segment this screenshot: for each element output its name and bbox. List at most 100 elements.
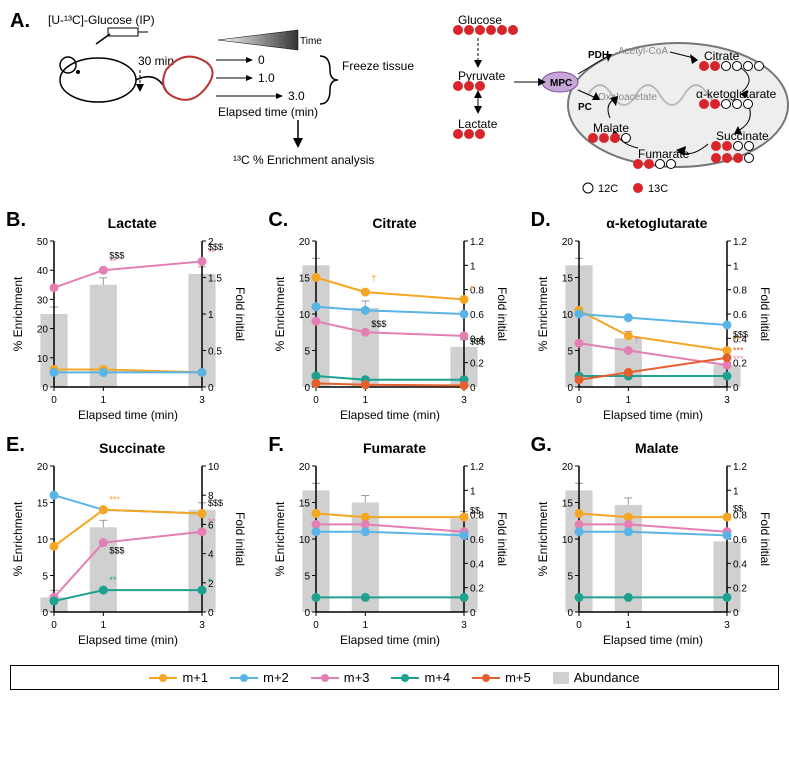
svg-text:$$$: $$$ [372,319,387,329]
svg-text:% Enrichment: % Enrichment [273,501,287,576]
svg-text:Elapsed time (min): Elapsed time (min) [218,105,318,119]
svg-text:0: 0 [470,383,476,394]
svg-text:15: 15 [37,499,49,510]
svg-text:1: 1 [625,620,631,631]
svg-text:20: 20 [562,462,574,473]
svg-text:1.2: 1.2 [733,462,747,473]
svg-text:α-ketoglutarate: α-ketoglutarate [696,87,777,101]
legend-item-m1: m+1 [149,670,208,685]
legend-item-m2: m+2 [230,670,289,685]
svg-text:3: 3 [462,395,468,406]
svg-text:20: 20 [299,462,311,473]
svg-text:% Enrichment: % Enrichment [536,501,550,576]
panel-letter: F. [268,434,284,457]
svg-text:1.2: 1.2 [470,462,484,473]
panel-a-schematic: [U-¹³C]-Glucose (IP) 30 min [48,10,418,185]
svg-text:10: 10 [37,354,49,365]
svg-text:$$$: $$$ [109,251,124,261]
svg-text:5: 5 [305,347,311,358]
svg-text:5: 5 [567,572,573,583]
svg-text:Elapsed time (min): Elapsed time (min) [340,408,440,422]
svg-text:$$$: $$$ [733,329,748,339]
legend-item-m4: m+4 [391,670,450,685]
svg-text:Glucose: Glucose [458,13,502,27]
svg-text:1: 1 [101,395,107,406]
chart-grid: B.Lactate0102030405000.511.52013****$$$$… [10,215,779,653]
svg-text:15: 15 [299,274,311,285]
svg-text:0.6: 0.6 [470,310,484,321]
svg-text:3: 3 [724,620,730,631]
syringe-icon [96,28,148,44]
svg-text:3: 3 [199,395,205,406]
svg-text:0.2: 0.2 [733,584,747,595]
svg-text:0: 0 [576,620,582,631]
svg-text:Lactate: Lactate [458,117,498,131]
svg-text:15: 15 [562,499,574,510]
svg-text:$$$: $$$ [208,242,223,252]
svg-text:20: 20 [562,237,574,248]
svg-text:0.2: 0.2 [470,359,484,370]
svg-text:3: 3 [199,620,205,631]
svg-text:0: 0 [567,608,573,619]
legend: m+1 m+2 m+3 m+4 m+5 Abundance [10,665,779,690]
svg-text:13C: 13C [648,183,668,195]
svg-text:¹³C % Enrichment analysis: ¹³C % Enrichment analysis [233,153,374,167]
svg-text:20: 20 [37,462,49,473]
svg-text:$$$: $$$ [470,337,485,347]
svg-text:Oxaloacetate: Oxaloacetate [598,92,657,103]
svg-text:Acetyl-CoA: Acetyl-CoA [618,46,668,57]
svg-text:5: 5 [567,347,573,358]
svg-text:Fold initial: Fold initial [758,287,771,341]
svg-text:Citrate: Citrate [704,49,740,63]
svg-text:50: 50 [37,237,49,248]
svg-text:0: 0 [51,395,57,406]
svg-text:% Enrichment: % Enrichment [536,276,550,351]
chart-title: Succinate [10,440,254,456]
svg-text:*: * [470,284,474,294]
svg-text:Freeze tissue: Freeze tissue [342,59,414,73]
chart-title: Citrate [272,215,516,231]
svg-text:0: 0 [51,620,57,631]
svg-text:1: 1 [625,395,631,406]
svg-text:0.6: 0.6 [470,535,484,546]
chart-title: Malate [535,440,779,456]
svg-text:†: † [634,335,639,345]
svg-text:0: 0 [314,620,320,631]
svg-text:0: 0 [208,608,214,619]
svg-text:20: 20 [37,325,49,336]
svg-text:1: 1 [470,486,476,497]
svg-text:% Enrichment: % Enrichment [273,276,287,351]
svg-text:0: 0 [733,383,739,394]
svg-text:Elapsed time (min): Elapsed time (min) [603,408,703,422]
svg-text:0: 0 [576,395,582,406]
svg-text:**: ** [109,575,117,585]
panel-a-pathway: Glucose Pyruvate Lactate MPC PDH PC Acet… [438,10,789,205]
svg-text:1.5: 1.5 [208,274,222,285]
svg-text:4: 4 [208,550,214,561]
svg-text:Fold initial: Fold initial [495,512,508,566]
svg-text:% Enrichment: % Enrichment [11,276,25,351]
svg-text:0: 0 [733,608,739,619]
svg-text:**: ** [208,516,216,526]
svg-text:$$$: $$$ [208,498,223,508]
panel-letter: B. [6,209,26,232]
svg-text:3: 3 [462,620,468,631]
svg-text:0.5: 0.5 [208,347,222,358]
panel-e: E.Succinate051015200246810013*****$$$$$$… [10,440,254,653]
svg-text:$$$: $$$ [109,546,124,556]
svg-text:10: 10 [562,535,574,546]
svg-text:Elapsed time (min): Elapsed time (min) [340,633,440,647]
svg-text:Fold initial: Fold initial [233,287,246,341]
svg-text:Elapsed time (min): Elapsed time (min) [78,633,178,647]
svg-text:% Enrichment: % Enrichment [11,501,25,576]
svg-text:0.6: 0.6 [733,310,747,321]
svg-text:1: 1 [101,620,107,631]
svg-text:0: 0 [42,383,48,394]
svg-text:10: 10 [299,310,311,321]
figure: A. [U-¹³C]-Glucose (IP) [10,10,779,690]
legend-item-m5: m+5 [472,670,531,685]
svg-text:0: 0 [42,608,48,619]
svg-text:0.6: 0.6 [733,535,747,546]
svg-text:40: 40 [37,266,49,277]
svg-text:1.0: 1.0 [258,71,275,85]
